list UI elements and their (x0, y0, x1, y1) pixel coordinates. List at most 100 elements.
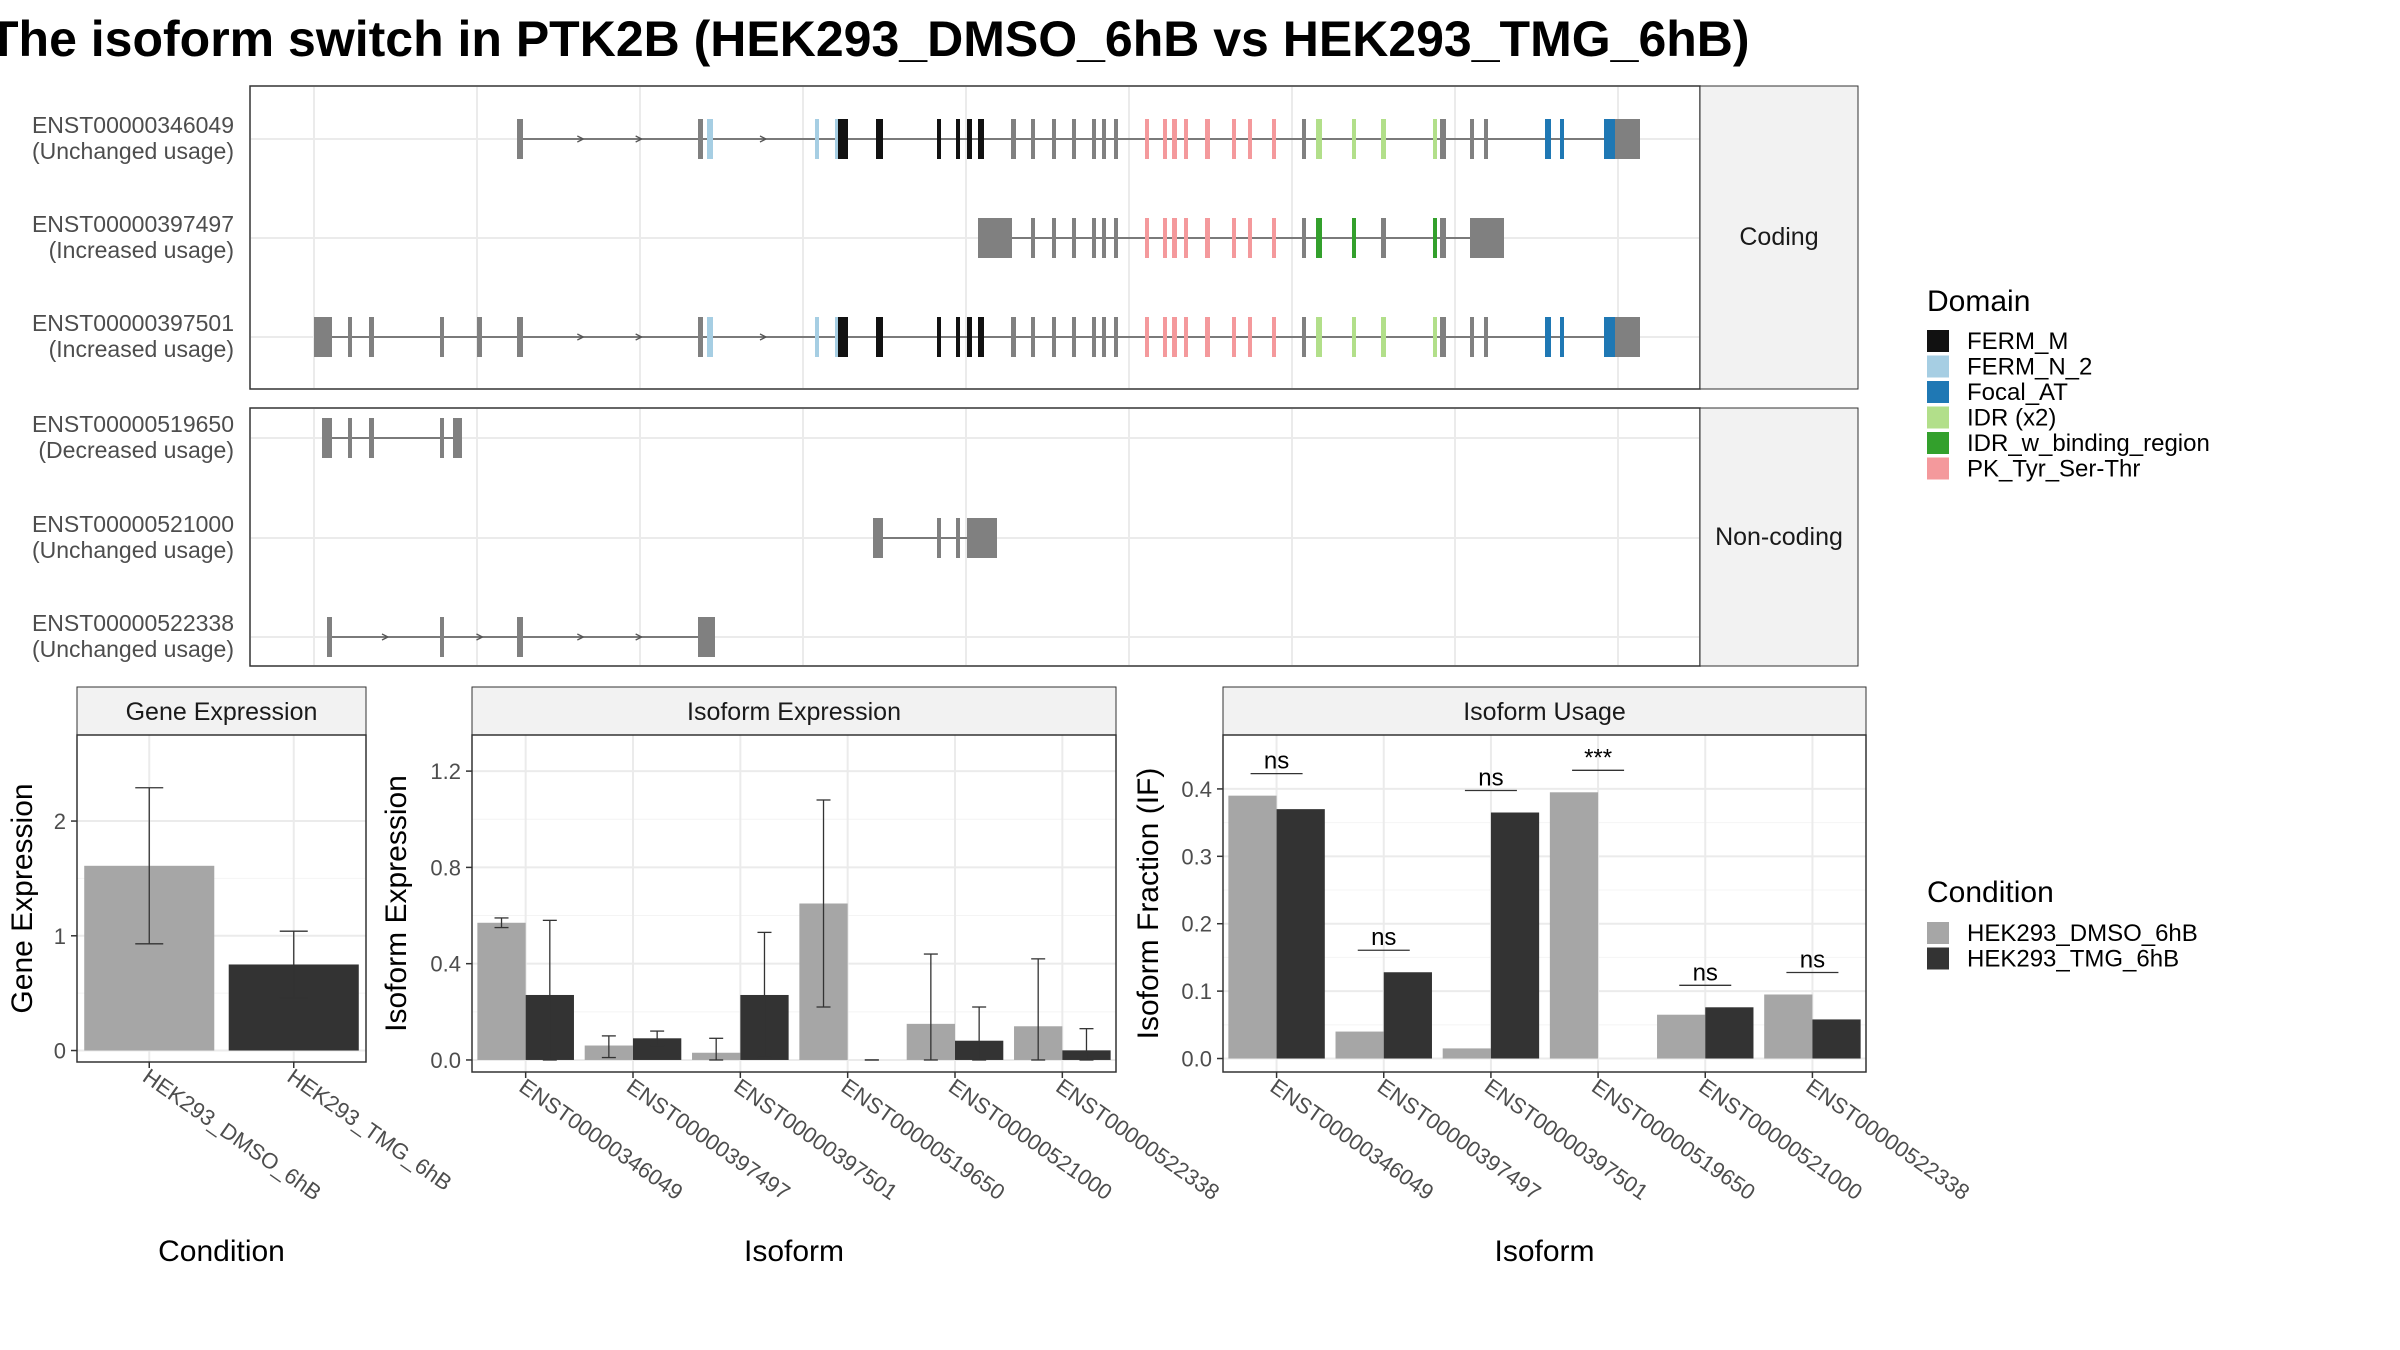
exon (1052, 317, 1056, 357)
bar (1657, 1014, 1706, 1059)
noncoding-facet-label: Non-coding (1715, 523, 1843, 551)
exon (1072, 218, 1076, 258)
domain-ferm-m (967, 119, 972, 159)
domain-ferm-m (978, 317, 984, 357)
exon (1102, 119, 1106, 159)
noncoding-transcripts (322, 418, 997, 657)
domain-pk-tyr-ser-thr (1205, 218, 1210, 258)
y-axis-title: Gene Expression (6, 783, 39, 1013)
panel-strip (1222, 686, 1867, 736)
domain-pk-tyr-ser-thr (1248, 218, 1252, 258)
direction-arrow (635, 135, 644, 143)
exon (956, 518, 960, 558)
plot-border (471, 734, 1117, 1073)
transcript-id-label: ENST00000346049 (32, 112, 234, 138)
exon (1052, 218, 1056, 258)
exon (698, 617, 715, 657)
domain-pk-tyr-ser-thr (1184, 119, 1188, 159)
plot-background (1223, 735, 1866, 1072)
exon (327, 617, 332, 657)
panel-title: Isoform Expression (687, 698, 901, 726)
domain-idr-x2- (1433, 119, 1437, 159)
domain-idr-w-binding-region (1352, 218, 1356, 258)
panel-title: Gene Expression (126, 698, 318, 726)
exon (1484, 317, 1488, 357)
exon (322, 418, 332, 458)
domain-pk-tyr-ser-thr (1272, 218, 1276, 258)
exon (1615, 317, 1640, 357)
y-tick-label: 1 (54, 924, 66, 949)
exon (369, 317, 374, 357)
domain-ferm-m (838, 317, 848, 357)
direction-arrow (759, 333, 768, 341)
exon (1092, 317, 1096, 357)
domain-pk-tyr-ser-thr (1272, 317, 1276, 357)
transcript-label-ENST00000521000: ENST00000521000(Unchanged usage) (32, 511, 234, 563)
y-tick-label: 2 (54, 809, 66, 834)
exon (873, 518, 883, 558)
domain-focal-at (1545, 317, 1551, 357)
exon (369, 418, 374, 458)
legend-label: IDR (x2) (1967, 405, 2056, 432)
domain-idr-x2- (1316, 119, 1322, 159)
y-tick-label: 1.2 (430, 759, 461, 784)
domain-ferm-m (967, 317, 972, 357)
panel-strip (76, 686, 367, 736)
bar (1764, 994, 1813, 1059)
transcript-ENST00000521000 (873, 518, 997, 558)
exon (1484, 119, 1488, 159)
domain-pk-tyr-ser-thr (1248, 317, 1252, 357)
domain-ferm-n-2 (815, 317, 819, 357)
domain-pk-tyr-ser-thr (1172, 317, 1177, 357)
structure-panel: Coding Non-coding ENST00000346049(Unchan… (32, 85, 1859, 667)
exon (1011, 119, 1016, 159)
exon (1031, 119, 1035, 159)
exon (1381, 218, 1386, 258)
domain-idr-x2- (1316, 317, 1322, 357)
domain-ferm-m (876, 317, 883, 357)
domain-idr-w-binding-region (1433, 218, 1437, 258)
exon (1102, 218, 1106, 258)
domain-idr-x2- (1352, 119, 1356, 159)
direction-arrow (476, 633, 484, 641)
domain-ferm-m (838, 119, 848, 159)
transcript-ENST00000346049 (517, 119, 1640, 159)
legend-swatch (1927, 330, 1949, 352)
isoform-usage-chart: Isoform Usage 0.0 0.1 0.2 0.3 0.4 ns ns ns *** ns n… (1132, 686, 1974, 1268)
condition-legend-title: Condition (1927, 876, 2054, 909)
significance-label: ns (1693, 959, 1718, 986)
exon (517, 617, 523, 657)
bar (1276, 809, 1325, 1059)
domain-pk-tyr-ser-thr (1272, 119, 1276, 159)
isoform-expression-chart: Isoform Expression0.00.40.81.2ENST000003… (380, 686, 1224, 1268)
exon (1615, 119, 1640, 159)
exon (517, 317, 523, 357)
exon (978, 218, 1002, 258)
bar (1442, 1048, 1491, 1059)
domain-idr-x2- (1381, 317, 1386, 357)
exon (1072, 119, 1076, 159)
y-tick-label: 0.1 (1181, 979, 1212, 1004)
domain-pk-tyr-ser-thr (1172, 218, 1177, 258)
coding-transcripts (314, 119, 1640, 357)
domain-focal-at (1604, 317, 1615, 357)
plot-border (1222, 734, 1867, 1073)
panel-strip (471, 686, 1117, 736)
legend-swatch (1927, 947, 1949, 970)
transcript-id-label: ENST00000522338 (32, 610, 234, 636)
y-tick-label: 0.2 (1181, 912, 1212, 937)
domain-pk-tyr-ser-thr (1163, 119, 1167, 159)
legend-swatch (1927, 457, 1949, 480)
direction-arrow (577, 633, 585, 641)
legend-swatch (1927, 432, 1949, 454)
exon (1470, 119, 1474, 159)
domain-pk-tyr-ser-thr (1248, 119, 1252, 159)
domain-ferm-m (956, 119, 960, 159)
exon (1474, 218, 1504, 258)
legend-label: FERM_N_2 (1967, 354, 2092, 381)
domain-ferm-n-2 (835, 317, 838, 357)
